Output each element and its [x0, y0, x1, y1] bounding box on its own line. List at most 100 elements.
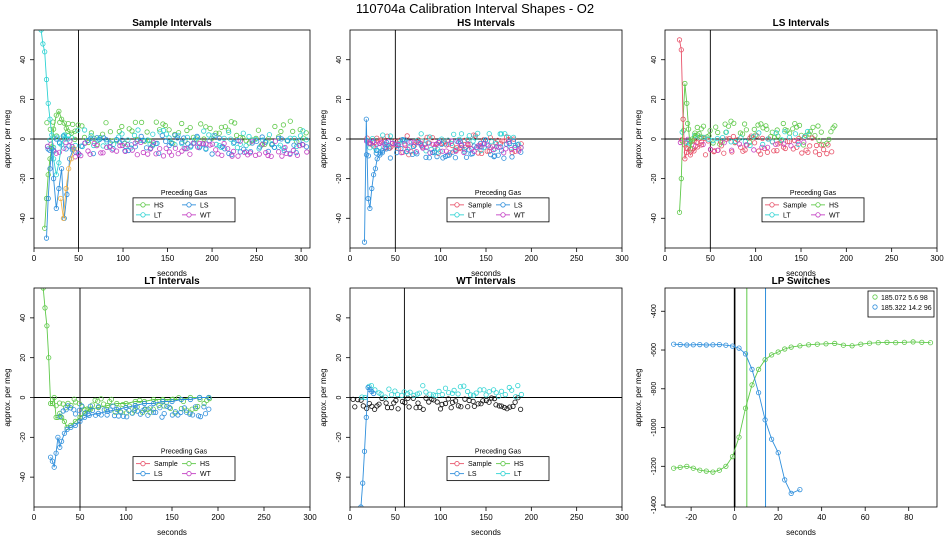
data-point	[72, 154, 78, 160]
x-tick-label: 20	[774, 513, 783, 522]
data-point	[719, 135, 726, 141]
data-point	[677, 341, 683, 348]
data-point	[369, 139, 376, 145]
data-point	[367, 140, 373, 146]
data-point	[408, 139, 414, 145]
data-point	[72, 136, 78, 142]
data-point	[42, 305, 48, 311]
data-point	[445, 141, 452, 147]
data-point	[300, 142, 306, 148]
legend-label: LT	[468, 212, 476, 219]
data-point	[805, 342, 812, 348]
x-axis-label: seconds	[471, 528, 501, 537]
data-point	[237, 141, 243, 147]
data-point	[164, 403, 170, 409]
data-point	[815, 123, 821, 129]
data-point	[676, 37, 683, 43]
data-point	[365, 195, 371, 202]
data-point	[100, 131, 106, 137]
data-point	[486, 389, 492, 395]
data-point	[247, 150, 253, 156]
data-point	[132, 144, 138, 150]
data-point	[297, 127, 303, 133]
legend-marker	[140, 461, 146, 467]
data-point	[810, 124, 816, 130]
data-point	[691, 148, 697, 154]
data-point	[812, 149, 819, 155]
series-line	[50, 397, 209, 468]
series-lt	[679, 128, 811, 149]
data-point	[43, 195, 50, 202]
data-point	[144, 129, 150, 135]
data-point	[58, 438, 65, 444]
data-point	[678, 176, 684, 182]
data-point	[439, 148, 445, 154]
data-point	[402, 141, 408, 147]
data-point	[685, 126, 692, 132]
y-tick-label: -40	[20, 213, 27, 223]
data-point	[399, 392, 405, 398]
data-point	[207, 142, 213, 148]
data-point	[63, 185, 69, 192]
data-point	[490, 147, 496, 153]
y-axis-label: approx. per meg	[3, 110, 12, 168]
data-point	[240, 135, 246, 141]
data-point	[451, 387, 457, 393]
data-point	[420, 406, 426, 412]
data-point	[53, 172, 59, 178]
data-point	[229, 153, 235, 159]
legend-box	[446, 197, 550, 223]
data-point	[439, 391, 445, 398]
data-point	[824, 151, 830, 157]
data-point	[749, 366, 755, 372]
data-point	[771, 134, 778, 140]
y-tick-label: -600	[651, 343, 658, 357]
plot-frame	[33, 287, 311, 508]
data-point	[801, 139, 807, 145]
data-point	[471, 403, 477, 409]
y-tick-label: 20	[336, 354, 343, 362]
data-point	[373, 142, 379, 148]
data-point	[393, 141, 399, 147]
data-point	[875, 340, 881, 346]
data-point	[512, 399, 518, 405]
data-point	[781, 141, 787, 147]
data-point	[206, 132, 212, 138]
data-point	[78, 153, 84, 159]
data-point	[137, 397, 143, 403]
data-point	[75, 122, 81, 128]
data-point	[192, 404, 199, 410]
data-point	[705, 136, 712, 142]
data-point	[153, 119, 159, 125]
y-tick-label: -40	[20, 472, 27, 482]
data-point	[82, 140, 88, 146]
legend-marker	[769, 202, 775, 208]
data-point	[184, 146, 190, 152]
legend-label: Sample	[783, 202, 807, 209]
data-point	[442, 141, 448, 147]
data-point	[685, 146, 691, 152]
data-point	[107, 140, 113, 146]
data-point	[230, 148, 237, 154]
data-point	[721, 150, 727, 156]
data-point	[169, 398, 175, 405]
data-point	[782, 129, 788, 135]
data-point	[786, 130, 793, 136]
data-point	[49, 400, 56, 407]
y-tick-label: 40	[20, 314, 27, 322]
series-line	[60, 148, 75, 219]
data-point	[453, 148, 459, 154]
data-point	[58, 116, 65, 122]
data-point	[184, 127, 190, 134]
data-point	[226, 150, 232, 157]
data-point	[281, 145, 287, 151]
data-point	[268, 153, 274, 159]
data-point	[723, 463, 729, 469]
data-point	[145, 412, 151, 418]
data-point	[805, 149, 811, 155]
data-point	[221, 140, 227, 147]
data-point	[159, 133, 165, 139]
data-point	[503, 146, 509, 152]
x-tick-label: 0	[348, 254, 353, 263]
data-point	[492, 153, 498, 159]
